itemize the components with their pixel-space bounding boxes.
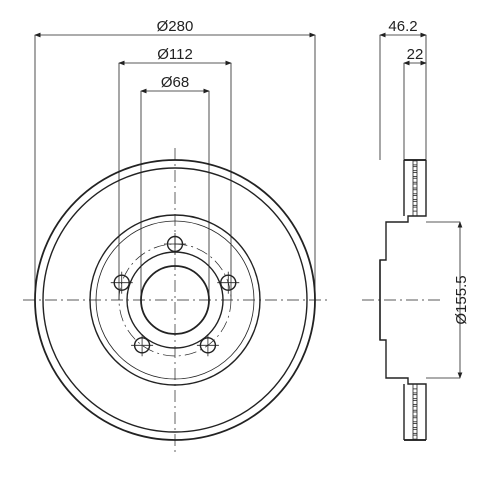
side-hub-diameter-label: Ø155.5 bbox=[453, 275, 470, 324]
technical-drawing: Ø280 Ø112 Ø68 46.2 22 Ø155.5 bbox=[0, 0, 500, 500]
hub-diameter-label: Ø68 bbox=[161, 74, 189, 91]
overall-width-label: 46.2 bbox=[388, 18, 417, 35]
bolt-circle-label: Ø112 bbox=[157, 46, 193, 63]
friction-width-label: 22 bbox=[407, 46, 424, 63]
outer-diameter-label: Ø280 bbox=[157, 18, 194, 35]
side-view bbox=[362, 35, 460, 440]
front-view bbox=[23, 35, 327, 452]
